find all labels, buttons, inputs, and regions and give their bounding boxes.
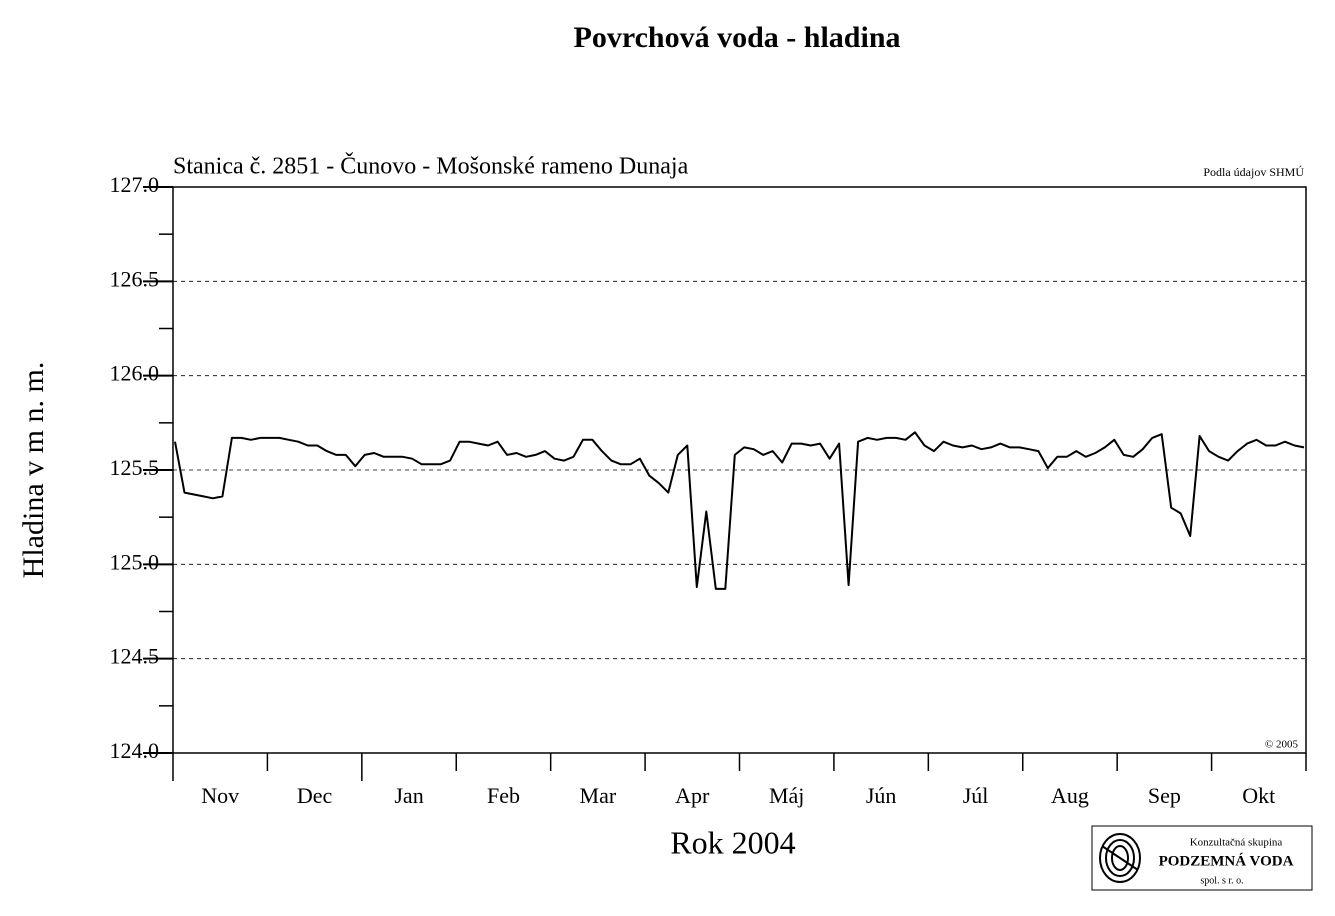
x-axis-label: Rok 2004 xyxy=(670,824,795,860)
x-tick-label: Júl xyxy=(963,783,989,808)
x-tick-label: Máj xyxy=(769,783,804,808)
logo: Konzultačná skupina PODZEMNÁ VODA spol. … xyxy=(1091,825,1313,891)
chart-title: Povrchová voda - hladina xyxy=(574,21,901,54)
x-tick-label: Mar xyxy=(580,783,617,808)
copyright: © 2005 xyxy=(1265,739,1299,751)
logo-frame xyxy=(1091,825,1313,891)
logo-icon xyxy=(1099,833,1141,883)
x-tick-label: Jan xyxy=(394,783,423,808)
y-tick-label: 124.5 xyxy=(110,644,160,669)
x-tick-label: Aug xyxy=(1051,783,1089,808)
x-tick-label: Apr xyxy=(675,783,710,808)
y-tick-label: 126.5 xyxy=(110,266,160,291)
logo-line1: Konzultačná skupina xyxy=(1190,837,1283,849)
source-note: Podla údajov SHMÚ xyxy=(1203,165,1304,179)
y-tick-label: 125.5 xyxy=(110,455,160,480)
subtitle: Stanica č. 2851 - Čunovo - Mošonské rame… xyxy=(173,153,689,180)
x-tick-label: Feb xyxy=(487,783,520,808)
y-tick-label: 124.0 xyxy=(110,738,160,763)
x-tick-label: Okt xyxy=(1242,783,1275,808)
y-tick-label: 125.0 xyxy=(110,549,160,574)
logo-line2: PODZEMNÁ VODA xyxy=(1159,852,1294,869)
data-line xyxy=(174,431,1305,590)
y-tick-label: 126.0 xyxy=(110,361,160,386)
logo-line3: spol. s r. o. xyxy=(1200,875,1243,886)
y-tick-label: 127.0 xyxy=(110,172,160,197)
x-tick-label: Sep xyxy=(1148,783,1181,808)
x-tick-label: Jún xyxy=(866,783,897,808)
x-tick-label: Dec xyxy=(297,783,333,808)
y-axis-label: Hladina v m n. m. xyxy=(17,362,50,579)
x-tick-label: Nov xyxy=(201,783,239,808)
